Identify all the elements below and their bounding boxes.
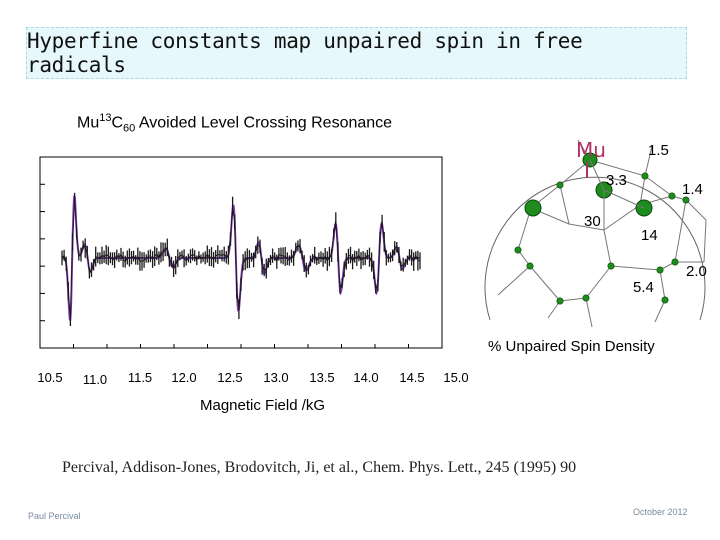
bond	[603, 204, 641, 231]
bond	[610, 265, 661, 271]
spin-density-label: % Unpaired Spin Density	[488, 338, 655, 355]
carbon-atom	[607, 262, 615, 270]
title-banner: Hyperfine constants map unpaired spin in…	[26, 27, 687, 79]
bond	[559, 184, 570, 225]
bond	[589, 159, 646, 177]
bond	[568, 223, 605, 231]
spin-value-4: 30	[584, 213, 601, 230]
x-tick-label: 14.5	[399, 370, 424, 385]
footer-date: October 2012	[633, 507, 688, 517]
carbon-atom	[671, 258, 679, 266]
spin-value-1: 1.5	[648, 142, 669, 159]
carbon-atom	[668, 192, 676, 200]
bond	[674, 199, 687, 263]
bond	[585, 297, 593, 328]
bond	[529, 265, 561, 302]
carbon-atom	[556, 181, 564, 189]
chart-subtitle: Mu13C60 Avoided Level Crossing Resonance	[77, 112, 392, 135]
x-axis-label: Magnetic Field /kG	[200, 397, 326, 414]
bond	[603, 229, 612, 267]
x-tick-label: 12.0	[171, 370, 196, 385]
subtitle-sub: 60	[123, 122, 136, 135]
carbon-atom	[682, 196, 690, 204]
bond	[497, 265, 531, 296]
spin-value-6: 5.4	[633, 279, 654, 296]
carbon-atom	[514, 246, 522, 254]
x-tick-label: 11.0	[83, 372, 107, 387]
spin-value-3: 1.4	[682, 181, 703, 198]
subtitle-part: Avoided Level Crossing Resonance	[135, 114, 393, 132]
footer-author: Paul Percival	[28, 511, 81, 521]
bond	[644, 145, 653, 177]
carbon-atom-large	[524, 199, 542, 217]
slide-title: Hyperfine constants map unpaired spin in…	[27, 29, 583, 77]
c60-diagram	[484, 139, 707, 328]
bond	[603, 189, 645, 209]
spin-value-2: 3.3	[606, 172, 627, 189]
x-tick-label: 13.0	[263, 370, 288, 385]
x-tick-label: 15.0	[443, 370, 468, 385]
muonium-label: Mu	[576, 138, 606, 162]
subtitle-part: C	[111, 114, 124, 132]
bond	[703, 219, 707, 263]
bond	[659, 269, 666, 301]
plot-frame	[39, 156, 443, 349]
carbon-atom	[556, 297, 564, 305]
bond	[585, 265, 612, 299]
x-tick-label: 13.5	[309, 370, 334, 385]
carbon-atom	[661, 296, 669, 304]
carbon-atom	[582, 294, 590, 302]
bond	[644, 175, 673, 197]
citation: Percival, Addison-Jones, Brodovitch, Ji,…	[62, 459, 577, 476]
data-series	[61, 197, 421, 320]
subtitle-sup: 13	[99, 112, 112, 124]
bond	[654, 299, 666, 323]
bond	[559, 297, 587, 302]
x-tick-label: 14.0	[353, 370, 378, 385]
carbon-atom	[526, 262, 534, 270]
carbon-atom	[641, 172, 649, 180]
carbon-atom	[656, 266, 664, 274]
subtitle-part: Mu	[77, 114, 100, 132]
x-tick-label: 11.5	[128, 370, 152, 385]
x-tick-label: 12.5	[217, 370, 242, 385]
c60-outline	[484, 176, 706, 321]
bond	[589, 159, 605, 191]
x-tick-label: 10.5	[37, 370, 62, 385]
bond	[685, 199, 707, 221]
spin-value-5: 14	[641, 227, 658, 244]
spin-value-7: 2.0	[686, 263, 707, 280]
